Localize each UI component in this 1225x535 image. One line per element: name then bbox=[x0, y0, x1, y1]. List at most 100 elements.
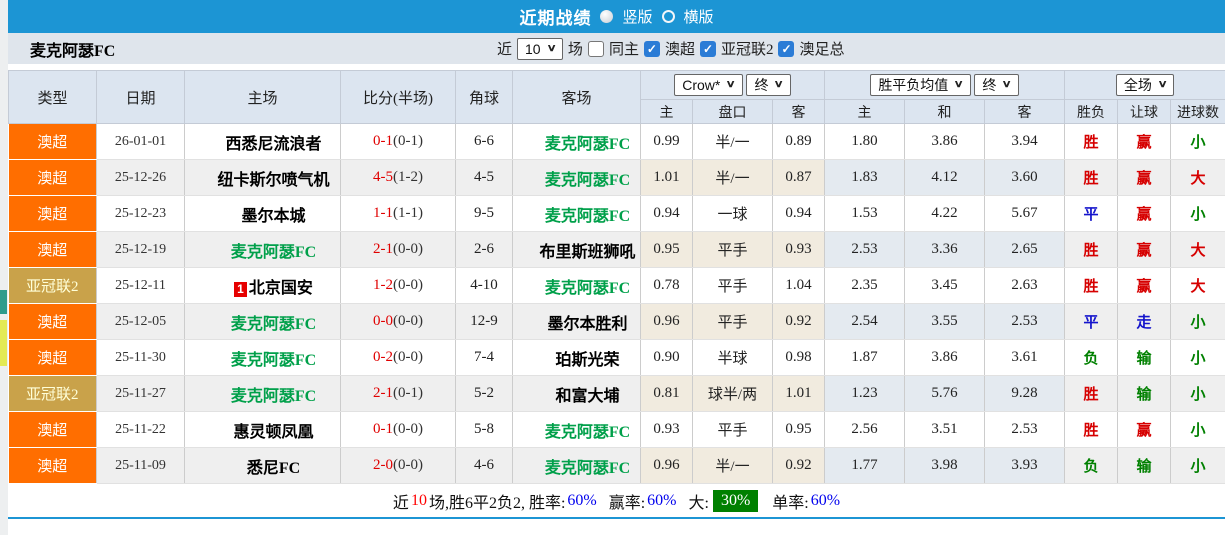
goals-result-cell: 小 bbox=[1170, 339, 1225, 376]
home-team-cell[interactable]: 惠灵顿凤凰 bbox=[184, 411, 341, 448]
handicap-result-cell: 赢 bbox=[1117, 159, 1172, 196]
corners-cell: 9-5 bbox=[455, 195, 513, 232]
home-team-cell[interactable]: 西悉尼流浪者 bbox=[184, 123, 341, 160]
spacer bbox=[8, 64, 1225, 70]
corners-cell: 2-6 bbox=[455, 231, 513, 268]
away-team-cell[interactable]: 麦克阿瑟FC bbox=[512, 159, 641, 196]
home-team-cell[interactable]: 墨尔本城 bbox=[184, 195, 341, 232]
recent-count-value: 10 bbox=[525, 40, 541, 57]
league-ausuper-checkbox[interactable] bbox=[643, 40, 660, 57]
away-team-cell[interactable]: 麦克阿瑟FC bbox=[512, 267, 641, 304]
match-row: 澳超 25-12-26 纽卡斯尔喷气机 4-5(1-2) 4-5 麦克阿瑟FC 1.01 半/… bbox=[8, 159, 1225, 196]
match-row: 澳超 25-12-23 墨尔本城 1-1(1-1) 9-5 麦克阿瑟FC 0.94 一球 0.9… bbox=[8, 195, 1225, 232]
rank-badge: 1 bbox=[234, 281, 247, 297]
home-team-cell[interactable]: 麦克阿瑟FC bbox=[184, 303, 341, 340]
avg-draw-odds-cell: 5.76 bbox=[904, 375, 986, 412]
home-team-cell[interactable]: 麦克阿瑟FC bbox=[184, 339, 341, 376]
avg-draw-odds-cell: 3.45 bbox=[904, 267, 986, 304]
league-acl2-label[interactable]: 亚冠联2 bbox=[720, 42, 774, 58]
handicap-result-cell: 走 bbox=[1117, 303, 1172, 340]
away-team-cell[interactable]: 麦克阿瑟FC bbox=[512, 195, 641, 232]
avg-away-odds-cell: 3.94 bbox=[984, 123, 1066, 160]
away-team-cell[interactable]: 和富大埔 bbox=[512, 375, 641, 412]
away-team-cell[interactable]: 珀斯光荣 bbox=[512, 339, 641, 376]
away-team-cell[interactable]: 麦克阿瑟FC bbox=[512, 411, 641, 448]
handicap-result-cell: 赢 bbox=[1117, 267, 1172, 304]
handicap-home-odds-cell: 0.90 bbox=[640, 339, 693, 376]
handicap-home-odds-cell: 0.78 bbox=[640, 267, 693, 304]
corners-cell: 5-8 bbox=[455, 411, 513, 448]
goals-result-cell: 小 bbox=[1170, 123, 1225, 160]
league-type-cell: 澳超 bbox=[8, 303, 97, 340]
league-type-cell: 澳超 bbox=[8, 447, 97, 484]
match-date-cell: 25-11-30 bbox=[96, 339, 185, 376]
fullmatch-select[interactable]: 全场 ∨ bbox=[1115, 74, 1175, 96]
score-cell: 0-1(0-1) bbox=[340, 123, 456, 160]
avg-away-odds-cell: 3.93 bbox=[984, 447, 1066, 484]
avg-away-odds-cell: 2.53 bbox=[984, 411, 1066, 448]
home-team-cell[interactable]: 麦克阿瑟FC bbox=[184, 375, 341, 412]
avg-home-odds-cell: 2.54 bbox=[824, 303, 906, 340]
odds-company-select[interactable]: Crow* ∨ bbox=[674, 74, 743, 96]
away-team-cell[interactable]: 麦克阿瑟FC bbox=[512, 447, 641, 484]
avg-time-select[interactable]: 终 ∨ bbox=[974, 74, 1019, 96]
score-cell: 1-1(1-1) bbox=[340, 195, 456, 232]
chevron-down-icon: ∨ bbox=[953, 79, 965, 90]
league-type-cell: 澳超 bbox=[8, 123, 97, 160]
home-team-cell[interactable]: 麦克阿瑟FC bbox=[184, 231, 341, 268]
chevron-down-icon: ∨ bbox=[773, 79, 785, 90]
away-team-cell[interactable]: 墨尔本胜利 bbox=[512, 303, 641, 340]
home-team-cell[interactable]: 悉尼FC bbox=[184, 447, 341, 484]
col-header-away: 客场 bbox=[512, 70, 641, 124]
score-cell: 2-1(0-0) bbox=[340, 231, 456, 268]
wdl-result-cell: 胜 bbox=[1064, 123, 1119, 160]
match-row: 亚冠联2 25-12-11 1 北京国安 1-2(0-0) 4-10 麦克阿瑟FC 0.78 平… bbox=[8, 267, 1225, 304]
league-ausuper-label[interactable]: 澳超 bbox=[664, 42, 695, 58]
league-acl2-checkbox[interactable] bbox=[699, 40, 716, 57]
match-date-cell: 25-12-19 bbox=[96, 231, 185, 268]
col-header-corners: 角球 bbox=[455, 70, 513, 124]
goals-result-cell: 小 bbox=[1170, 411, 1225, 448]
home-team-cell[interactable]: 纽卡斯尔喷气机 bbox=[184, 159, 341, 196]
league-ffacup-checkbox[interactable] bbox=[778, 40, 795, 57]
layout-horizontal-radio[interactable] bbox=[661, 10, 675, 23]
chevron-down-icon: ∨ bbox=[725, 79, 737, 90]
league-ffacup-label[interactable]: 澳足总 bbox=[799, 42, 845, 58]
match-date-cell: 25-12-26 bbox=[96, 159, 185, 196]
league-type-cell: 澳超 bbox=[8, 159, 97, 196]
panel-title: 近期战绩 bbox=[519, 9, 592, 28]
avg-home-odds-cell: 1.77 bbox=[824, 447, 906, 484]
layout-horizontal-label[interactable]: 横版 bbox=[683, 10, 714, 26]
big-rate-label: 大: bbox=[688, 494, 709, 512]
same-home-label[interactable]: 同主 bbox=[608, 42, 639, 58]
home-team-cell[interactable]: 1 北京国安 bbox=[184, 267, 341, 304]
gutter-yellow-strip bbox=[0, 320, 7, 366]
avg-type-select[interactable]: 胜平负均值 ∨ bbox=[870, 74, 971, 96]
recent-count-select[interactable]: 10 ∨ bbox=[517, 37, 563, 60]
fullmatch-value: 全场 bbox=[1123, 77, 1152, 93]
big-rate-badge: 30% bbox=[712, 489, 759, 512]
layout-vertical-radio[interactable] bbox=[600, 10, 614, 23]
layout-vertical-label[interactable]: 竖版 bbox=[622, 10, 653, 26]
handicap-home-odds-cell: 0.96 bbox=[640, 447, 693, 484]
match-row: 澳超 25-12-19 麦克阿瑟FC 2-1(0-0) 2-6 布里斯班狮吼 0.95 平手 0… bbox=[8, 231, 1225, 268]
away-team-cell[interactable]: 布里斯班狮吼 bbox=[512, 231, 641, 268]
handicap-home-odds-cell: 1.01 bbox=[640, 159, 693, 196]
wdl-result-cell: 胜 bbox=[1064, 231, 1119, 268]
handicap-away-odds-cell: 0.92 bbox=[772, 303, 826, 340]
score-cell: 0-1(0-0) bbox=[340, 411, 456, 448]
same-home-checkbox[interactable] bbox=[587, 40, 604, 57]
odds-time-select[interactable]: 终 ∨ bbox=[746, 74, 791, 96]
away-team-cell[interactable]: 麦克阿瑟FC bbox=[512, 123, 641, 160]
corners-cell: 4-5 bbox=[455, 159, 513, 196]
page-left-gutter bbox=[0, 0, 8, 535]
match-date-cell: 25-12-05 bbox=[96, 303, 185, 340]
col-header-score: 比分(半场) bbox=[340, 70, 456, 124]
chevron-down-icon: ∨ bbox=[546, 42, 557, 54]
win-rate-value: 60% bbox=[567, 491, 597, 509]
single-rate-label: 单率: bbox=[772, 494, 809, 512]
col-header-home: 主场 bbox=[184, 70, 341, 124]
handicap-home-odds-cell: 0.81 bbox=[640, 375, 693, 412]
goals-result-cell: 小 bbox=[1170, 303, 1225, 340]
goals-result-cell: 小 bbox=[1170, 375, 1225, 412]
